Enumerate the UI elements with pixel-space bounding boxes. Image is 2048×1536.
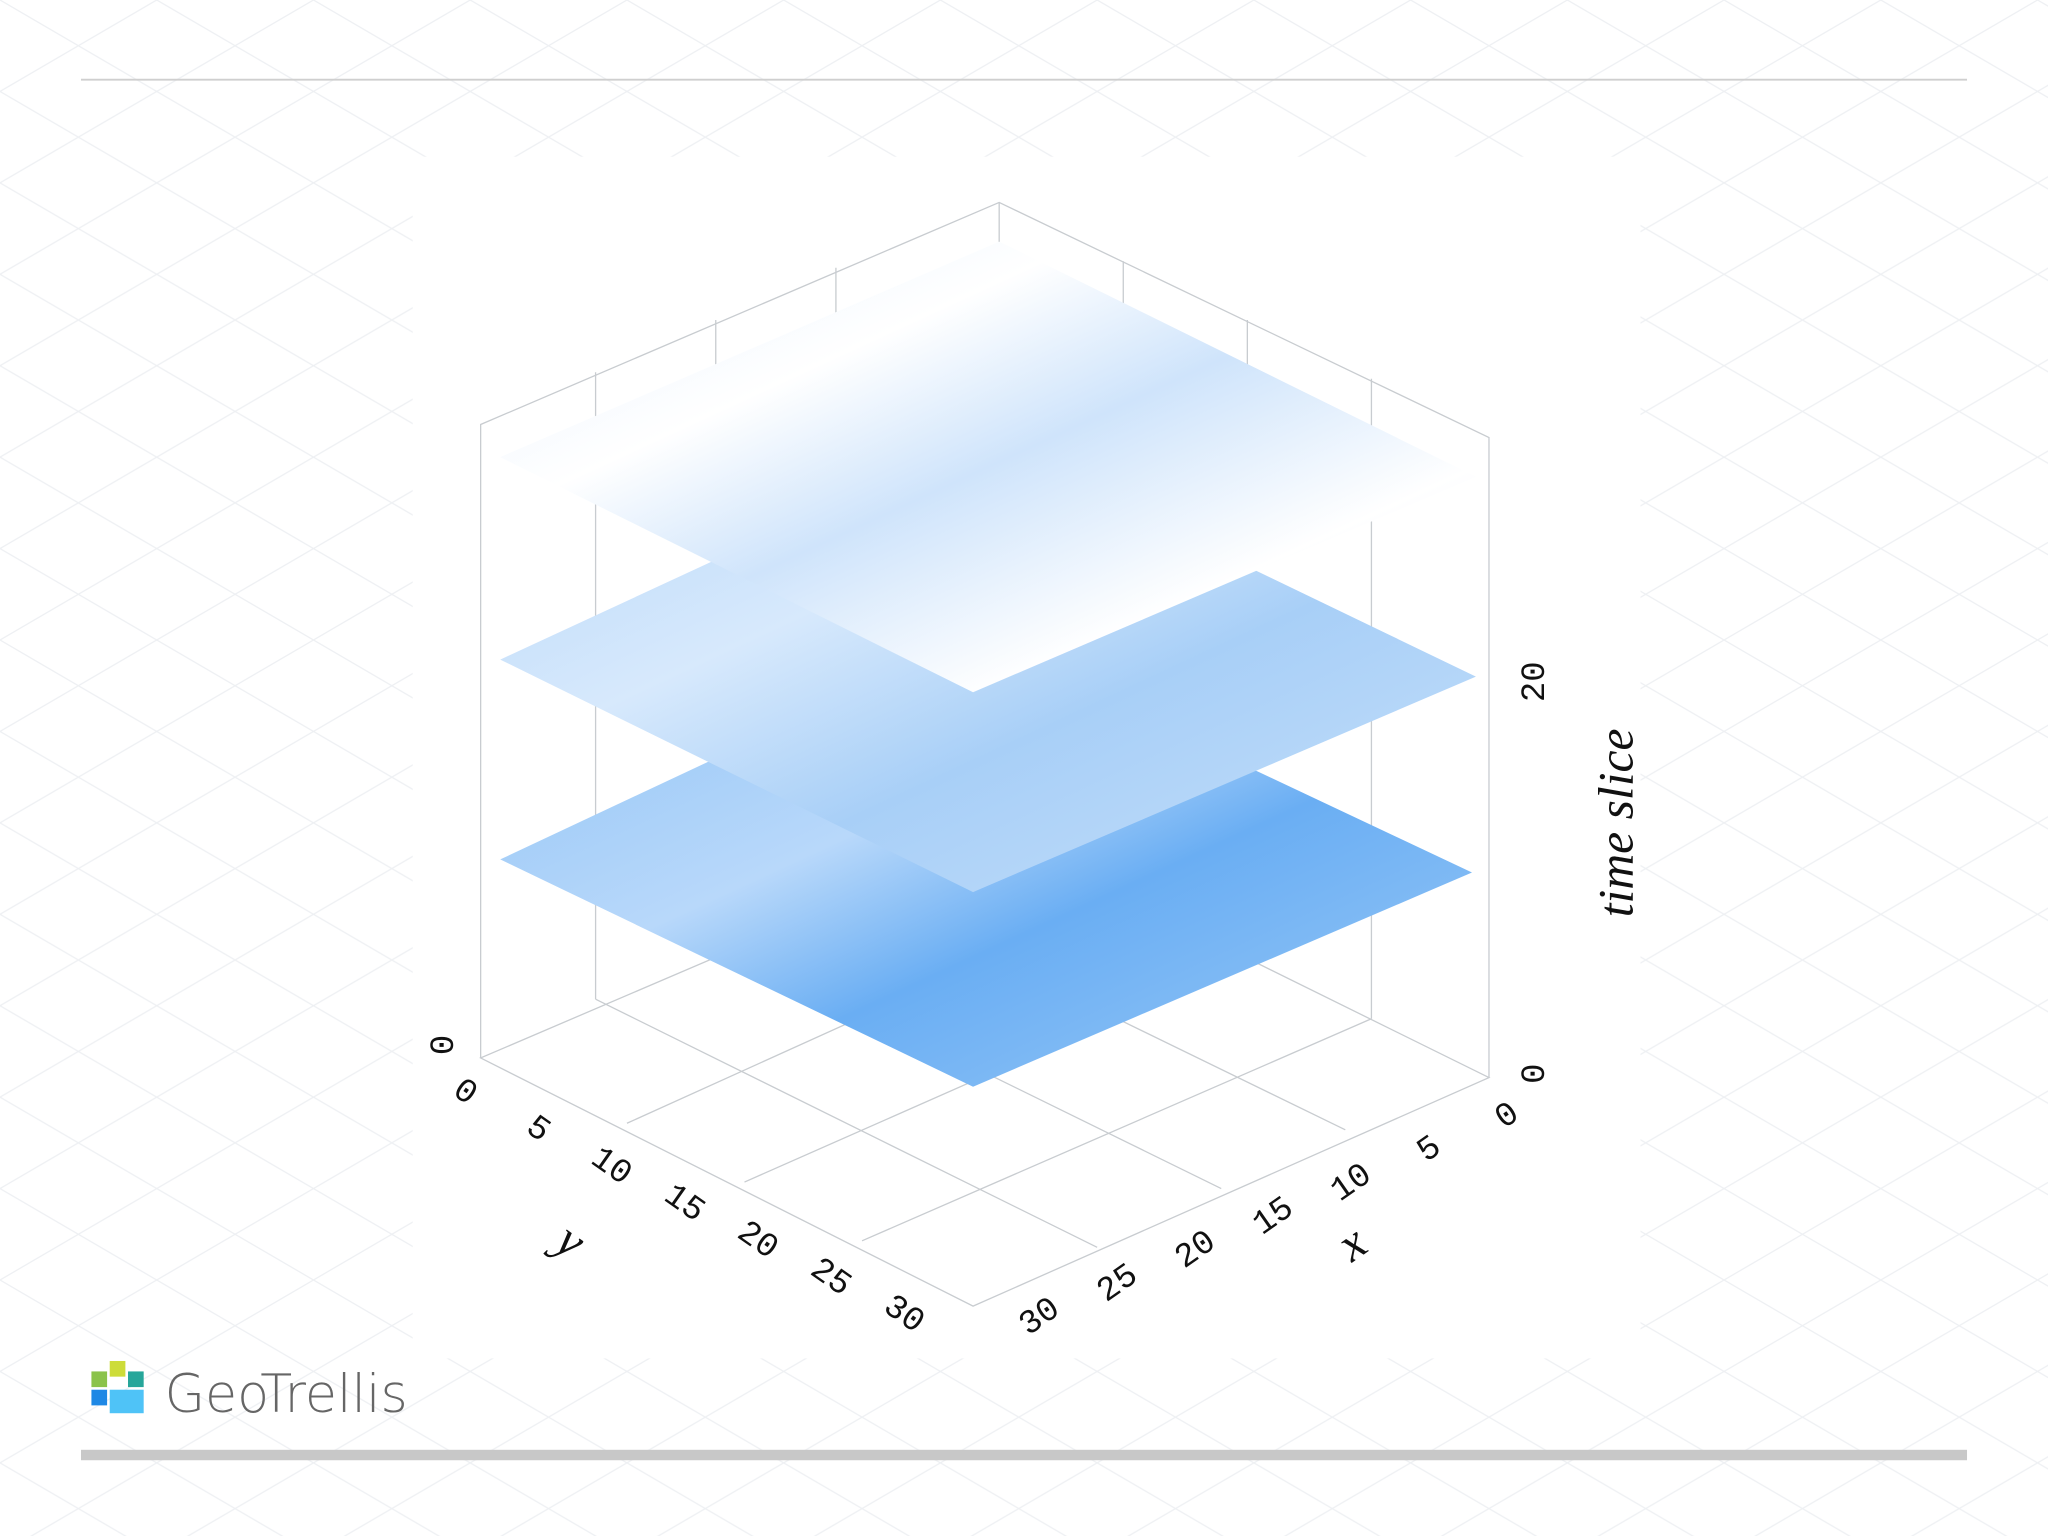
logo-text: GeoTrellis [165,1365,408,1425]
logo: GeoTrellis [91,1360,408,1425]
logo-square [91,1371,108,1388]
z-tick-label: 20 [1517,661,1555,702]
z-corner-tick-label: 0 [426,1035,464,1055]
z-axis-label: time slice [1589,728,1644,917]
logo-square [109,1360,126,1377]
logo-square [91,1389,108,1406]
logo-square [128,1371,144,1388]
z-tick-label: 0 [1517,1063,1555,1083]
slice-top [500,241,1476,693]
logo-square [109,1389,144,1414]
bottom-bar [80,1449,1968,1461]
